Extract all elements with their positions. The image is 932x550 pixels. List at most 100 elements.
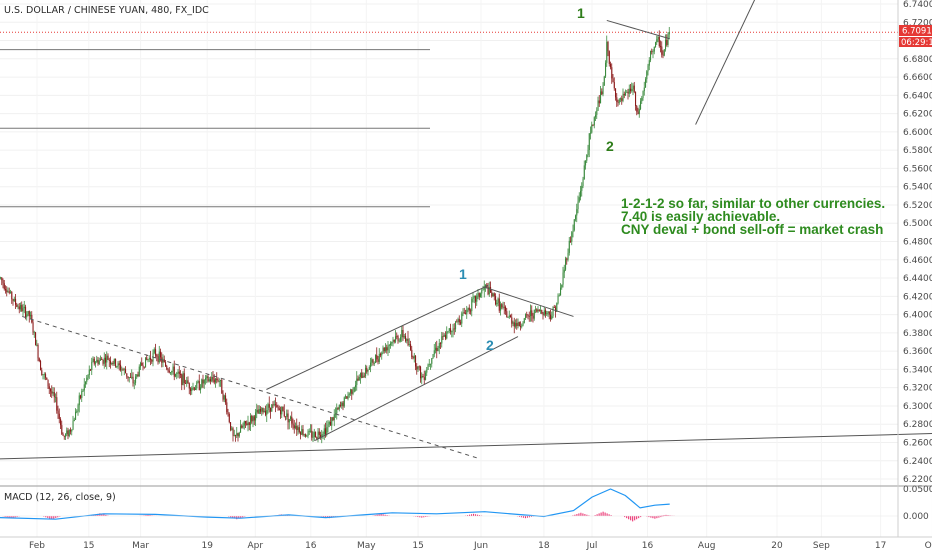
note-line-3: CNY deval + bond sell-off = market crash xyxy=(621,222,883,237)
price-tick-label: 6.6400 xyxy=(903,91,932,101)
candle-body-up xyxy=(398,340,400,342)
candle-body-down xyxy=(527,314,529,316)
candle-body-down xyxy=(190,388,192,392)
candle-body-up xyxy=(547,311,549,313)
wave1-upper-channel-line[interactable] xyxy=(266,284,489,390)
candle-body-down xyxy=(143,366,145,368)
candle-body-down xyxy=(305,434,307,437)
time-tick-label: 20 xyxy=(771,541,783,550)
candle-body-down xyxy=(265,410,267,415)
candle-body-down xyxy=(137,374,139,377)
wave1-lower-channel-line[interactable] xyxy=(314,336,519,442)
candle-body-down xyxy=(397,336,399,341)
candle-body-up xyxy=(92,358,94,362)
candle-body-up xyxy=(72,421,74,430)
candle-body-up xyxy=(525,314,527,319)
candle-body-up xyxy=(631,89,633,91)
candle-body-up xyxy=(203,379,205,384)
candle-body-down xyxy=(366,367,368,372)
candle-body-up xyxy=(576,209,578,216)
candle-body-down xyxy=(270,407,272,412)
candle-body-up xyxy=(561,284,563,288)
candle-body-up xyxy=(240,425,242,433)
projection-line[interactable] xyxy=(695,0,756,125)
wave-label-2-recent: 2 xyxy=(606,138,614,154)
candle-body-up xyxy=(606,41,608,63)
candle-body-up xyxy=(375,354,377,364)
candle-body-down xyxy=(598,100,600,104)
candle-body-up xyxy=(82,390,84,392)
candle-body-down xyxy=(325,428,327,435)
candle-body-up xyxy=(443,335,445,337)
candle-body-down xyxy=(332,417,334,421)
candle-body-up xyxy=(461,313,463,324)
price-tick-label: 6.2600 xyxy=(903,438,932,448)
candle-body-up xyxy=(347,394,349,399)
candle-body-up xyxy=(605,62,607,77)
candle-body-down xyxy=(506,311,508,318)
candle-body-down xyxy=(440,343,442,344)
candle-body-up xyxy=(646,71,648,80)
candle-body-up xyxy=(73,419,75,422)
candle-body-up xyxy=(355,385,357,388)
time-tick-label: Apr xyxy=(248,541,264,550)
candle-body-up xyxy=(435,347,437,351)
candle-body-down xyxy=(300,432,302,435)
candle-body-up xyxy=(451,331,453,333)
candle-body-up xyxy=(87,375,89,378)
candle-body-up xyxy=(98,360,100,365)
candle-body-down xyxy=(516,322,518,326)
candle-body-down xyxy=(62,433,64,436)
candle-body-down xyxy=(127,376,129,379)
candle-body-up xyxy=(455,321,457,330)
price-tick-label: 6.3000 xyxy=(903,402,932,412)
macd-line[interactable] xyxy=(0,488,670,520)
wave-label-1-recent: 1 xyxy=(577,5,585,21)
candle-body-up xyxy=(512,322,514,324)
candle-body-down xyxy=(402,329,404,338)
candle-body-up xyxy=(421,376,423,379)
candle-body-down xyxy=(130,377,132,378)
candle-body-down xyxy=(151,359,153,362)
upper-wave2-resistance-line[interactable] xyxy=(606,19,670,40)
price-axis[interactable]: 6.2200 6.2400 6.2600 6.2800 6.3000 6.3200 6.34… xyxy=(903,0,932,522)
candle-body-down xyxy=(292,423,294,426)
candle-body-up xyxy=(103,357,105,364)
candle-body-down xyxy=(566,258,568,260)
candle-body-up xyxy=(481,290,483,294)
candle-body-down xyxy=(6,290,8,293)
candle-body-up xyxy=(573,219,575,231)
candle-body-up xyxy=(52,392,54,394)
candle-body-down xyxy=(105,357,107,363)
candle-body-up xyxy=(208,379,210,382)
wave-label-2-early: 2 xyxy=(486,337,494,353)
candle-body-down xyxy=(193,387,195,391)
candle-body-up xyxy=(206,376,208,379)
candle-body-up xyxy=(273,404,275,406)
candle-body-down xyxy=(31,314,33,323)
candle-body-up xyxy=(648,60,650,66)
candle-body-down xyxy=(302,429,304,435)
candle-body-down xyxy=(268,404,270,408)
candle-body-up xyxy=(556,303,558,312)
time-axis[interactable]: Feb 15 Mar 19 Apr 16 May 15 Jun 18 Jul 16 Aug 20 Sep 17… xyxy=(29,541,932,550)
candle-body-up xyxy=(261,408,263,412)
candle-body-down xyxy=(661,46,663,55)
candle-body-down xyxy=(616,97,618,103)
candle-body-up xyxy=(266,410,268,415)
macd-indicator-label[interactable]: MACD (12, 26, close, 9) xyxy=(4,492,116,503)
candle-body-up xyxy=(158,351,160,363)
candle-body-up xyxy=(597,100,599,111)
candle-body-down xyxy=(115,358,117,367)
candle-body-up xyxy=(78,395,80,406)
candle-body-down xyxy=(102,360,104,364)
candle-body-up xyxy=(271,404,273,412)
symbol-title[interactable]: U.S. DOLLAR / CHINESE YUAN, 480, FX_IDC xyxy=(4,5,209,16)
candle-body-up xyxy=(317,431,319,439)
candle-body-down xyxy=(330,421,332,426)
wave2-resistance-line[interactable] xyxy=(484,286,574,317)
candle-body-down xyxy=(56,397,58,411)
price-tick-label: 6.6600 xyxy=(903,73,932,83)
long-support-line[interactable] xyxy=(0,433,932,460)
wave-label-1-early: 1 xyxy=(459,266,467,282)
